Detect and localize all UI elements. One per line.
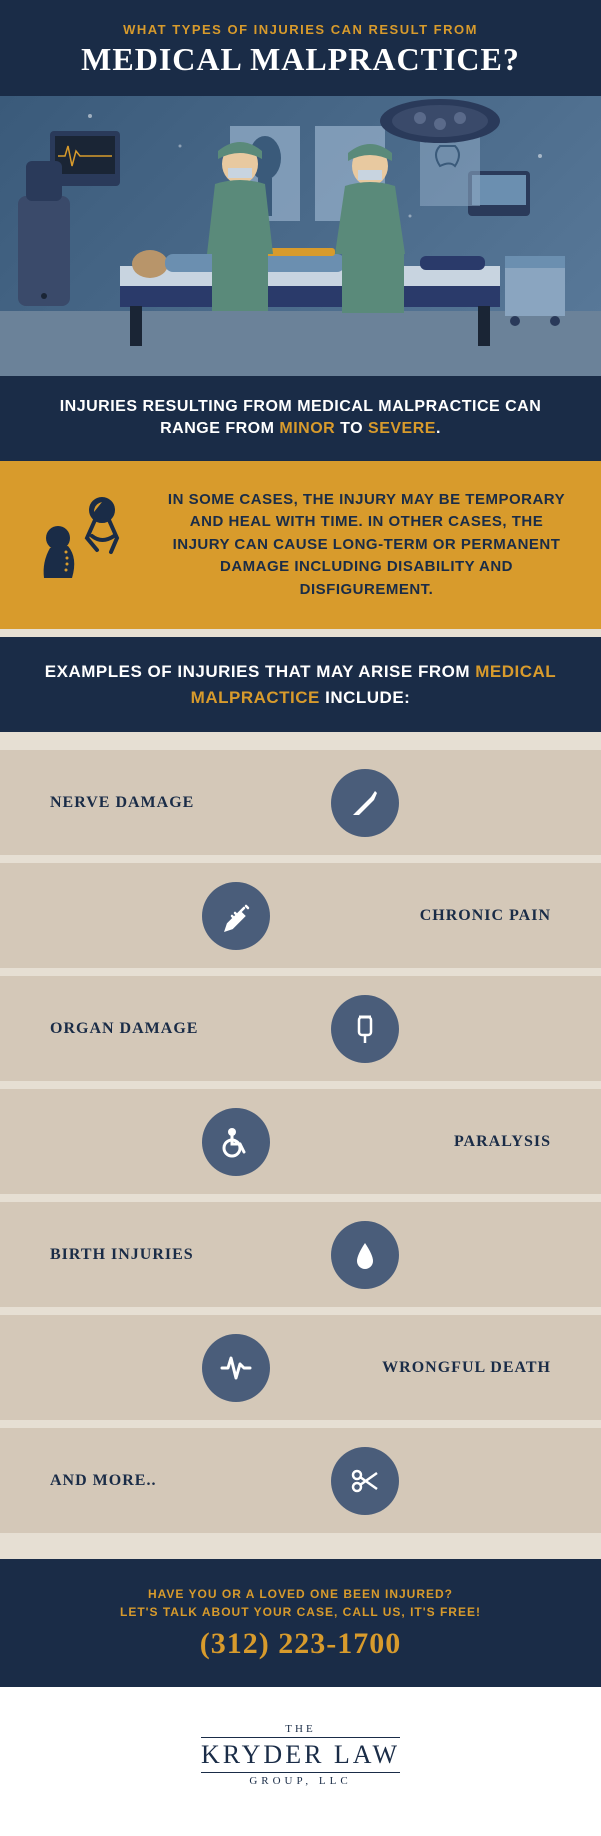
footer: THE KRYDER LAW GROUP, LLC xyxy=(0,1687,601,1825)
cta-block: HAVE YOU OR A LOVED ONE BEEN INJURED? LE… xyxy=(0,1551,601,1687)
surgery-scene-icon xyxy=(0,96,601,376)
injury-label: WRONGFUL DEATH xyxy=(382,1359,551,1377)
examples-suffix: INCLUDE: xyxy=(320,688,410,707)
main-title: MEDICAL MALPRACTICE? xyxy=(30,41,571,78)
injury-label: AND MORE.. xyxy=(50,1472,156,1490)
injury-row: AND MORE.. xyxy=(0,1428,601,1533)
injury-row: ORGAN DAMAGE xyxy=(0,976,601,1081)
scalpel-icon xyxy=(331,769,399,837)
scissors-icon xyxy=(331,1447,399,1515)
injury-label: BIRTH INJURIES xyxy=(50,1246,194,1264)
injury-label: ORGAN DAMAGE xyxy=(50,1020,198,1038)
cta-line2: LET'S TALK ABOUT YOUR CASE, CALL US, IT'… xyxy=(120,1605,481,1619)
injury-row: CHRONIC PAIN xyxy=(0,863,601,968)
header: WHAT TYPES OF INJURIES CAN RESULT FROM M… xyxy=(0,0,601,96)
cta-text: HAVE YOU OR A LOVED ONE BEEN INJURED? LE… xyxy=(30,1585,571,1621)
injury-row: PARALYSIS xyxy=(0,1089,601,1194)
injury-row: NERVE DAMAGE xyxy=(0,750,601,855)
range-statement: INJURIES RESULTING FROM MEDICAL MALPRACT… xyxy=(0,376,601,461)
range-word-severe: SEVERE xyxy=(368,420,436,437)
syringe-icon xyxy=(202,882,270,950)
wheelchair-icon xyxy=(202,1108,270,1176)
cta-phone[interactable]: (312) 223-1700 xyxy=(30,1627,571,1661)
company-logo: THE KRYDER LAW GROUP, LLC xyxy=(201,1723,400,1787)
cta-line1: HAVE YOU OR A LOVED ONE BEEN INJURED? xyxy=(148,1587,453,1601)
pretitle: WHAT TYPES OF INJURIES CAN RESULT FROM xyxy=(30,22,571,37)
drop-icon xyxy=(331,1221,399,1289)
injuries-list: NERVE DAMAGE CHRONIC PAIN ORGAN DAMAGE PARA… xyxy=(0,732,601,1551)
chiropractor-icon xyxy=(30,490,140,600)
ivbag-icon xyxy=(331,995,399,1063)
range-word-minor: MINOR xyxy=(279,420,335,437)
logo-sub: GROUP, LLC xyxy=(201,1772,400,1787)
injury-label: NERVE DAMAGE xyxy=(50,794,194,812)
injury-row: BIRTH INJURIES xyxy=(0,1202,601,1307)
injury-label: CHRONIC PAIN xyxy=(420,907,551,925)
description-text: IN SOME CASES, THE INJURY MAY BE TEMPORA… xyxy=(162,489,571,602)
infographic: WHAT TYPES OF INJURIES CAN RESULT FROM M… xyxy=(0,0,601,1825)
injury-label: PARALYSIS xyxy=(454,1133,551,1151)
examples-header: EXAMPLES OF INJURIES THAT MAY ARISE FROM… xyxy=(0,629,601,732)
description-block: IN SOME CASES, THE INJURY MAY BE TEMPORA… xyxy=(0,461,601,630)
hero-illustration xyxy=(0,96,601,376)
range-suffix: . xyxy=(436,420,441,437)
examples-prefix: EXAMPLES OF INJURIES THAT MAY ARISE FROM xyxy=(45,662,475,681)
logo-main: KRYDER LAW xyxy=(201,1740,400,1770)
logo-the: THE xyxy=(201,1723,400,1738)
range-mid: TO xyxy=(335,420,368,437)
pulse-icon xyxy=(202,1334,270,1402)
injury-row: WRONGFUL DEATH xyxy=(0,1315,601,1420)
